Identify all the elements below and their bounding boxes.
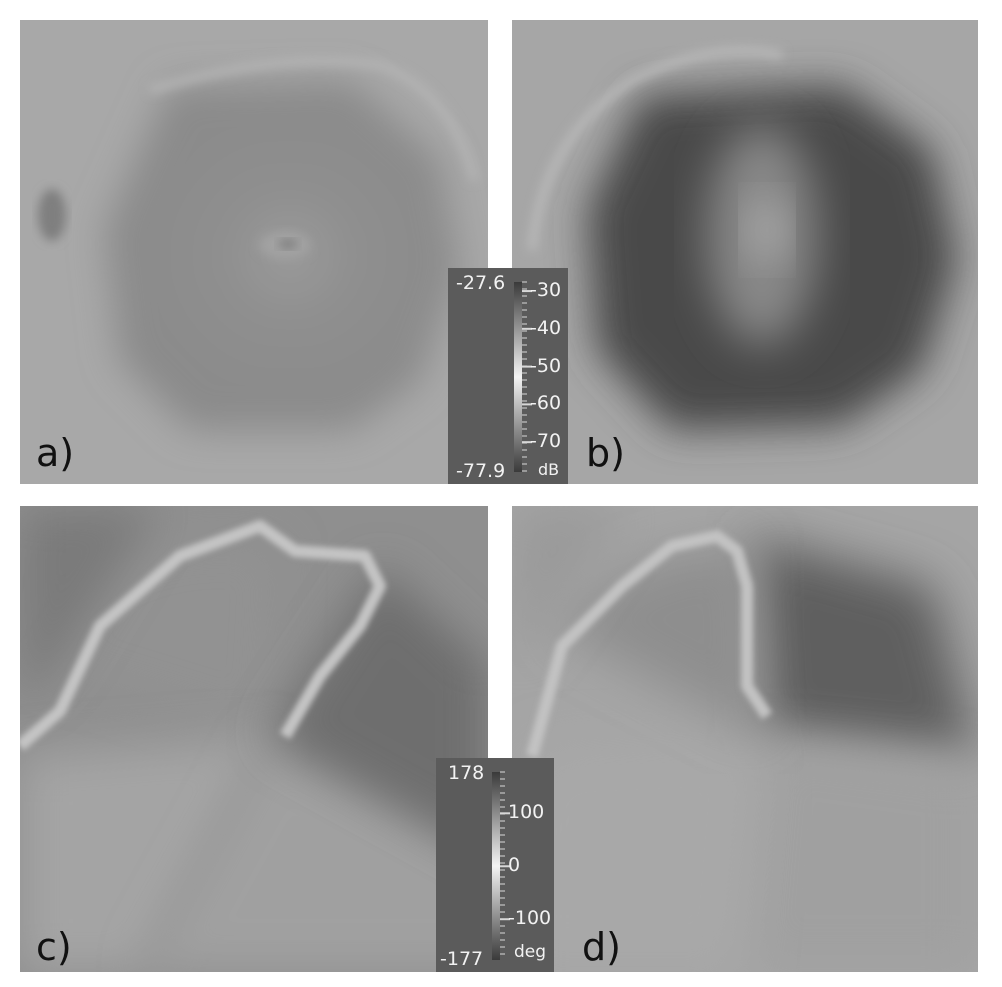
panel-a-image: [20, 20, 488, 484]
panel-b-label: b): [586, 431, 625, 475]
phase-min-label: -177: [440, 948, 484, 970]
phase-tick-label: -100: [508, 907, 552, 930]
magnitude-tick-label: -40: [530, 316, 562, 339]
panel-d-label: d): [582, 925, 621, 969]
phase-tick-label: 0: [508, 854, 521, 877]
panel-a-label: a): [36, 431, 75, 475]
magnitude-tick-label: -30: [530, 279, 562, 302]
magnitude-tick-label: -70: [530, 430, 562, 453]
phase-tick-label: 100: [508, 801, 545, 824]
panel-c: c): [20, 506, 488, 972]
panel-d: d): [512, 506, 978, 972]
panel-b: b): [512, 20, 978, 484]
panel-b-image: [512, 20, 978, 484]
phase-max-label: 178: [448, 762, 485, 784]
magnitude-tick-label: -50: [530, 354, 562, 377]
magnitude-colorbar: -27.6 -77.9 dB -30 -40 -50 -60 -70: [448, 268, 568, 484]
magnitude-unit-label: dB: [538, 460, 560, 479]
panel-d-image: [512, 506, 978, 972]
magnitude-min-label: -77.9: [456, 460, 506, 482]
magnitude-colorbar-gradient: [514, 282, 522, 472]
phase-unit-label: deg: [514, 942, 547, 962]
phase-colorbar-scale: [492, 771, 510, 960]
phase-colorbar-gradient: [492, 772, 500, 960]
panel-c-label: c): [36, 925, 72, 969]
panel-c-image: [20, 506, 488, 972]
panel-a: a): [20, 20, 488, 484]
phase-colorbar: 178 -177 deg 100 0 -100: [436, 758, 554, 972]
magnitude-max-label: -27.6: [456, 272, 506, 294]
magnitude-colorbar-scale: [514, 281, 532, 472]
magnitude-tick-label: -60: [530, 392, 562, 415]
